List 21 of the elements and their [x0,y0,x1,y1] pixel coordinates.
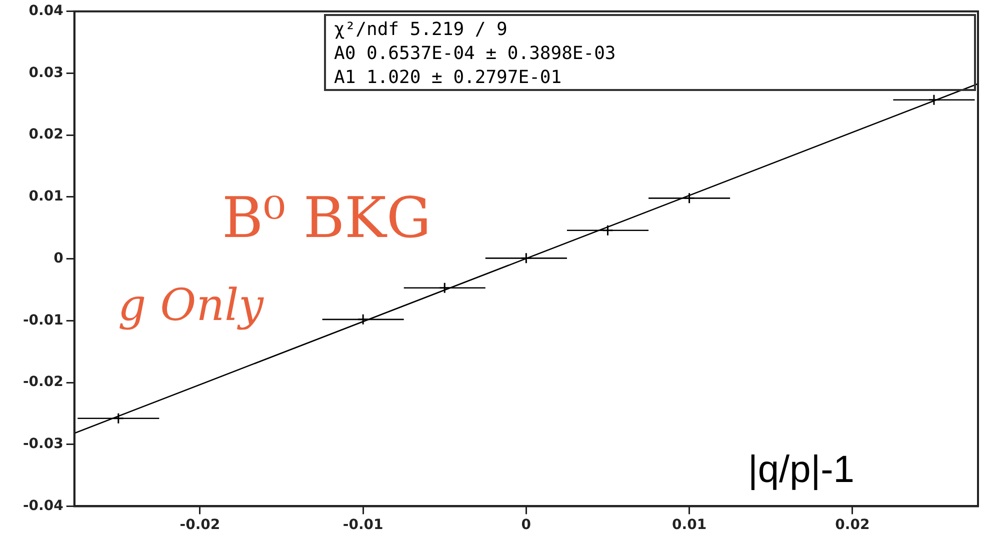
point [357,314,369,326]
y-tick-label: 0 [54,250,64,266]
annotation: |q/p|-1 [748,449,854,492]
y-tick-label: -0.04 [22,498,64,514]
y-tick-label: 0.03 [28,64,64,81]
annotation: B⁰ BKG [222,186,432,251]
x-tick-label: -0.02 [180,517,220,534]
annotation: g Only [118,280,264,331]
x-tick-label: 0.01 [672,517,707,534]
y-tick-label: -0.02 [22,374,64,390]
x-tick-label: -0.01 [342,517,384,534]
y-tick-label: 0.01 [28,188,64,205]
y-tick-label: 0.02 [28,126,64,143]
y-tick-label: 0.04 [28,3,64,20]
y-tick-label: -0.03 [22,436,64,452]
annotation: A1 1.020 ± 0.2797E-01 [334,66,563,90]
x-tick-label: 0.02 [835,517,870,534]
annotation: χ²/ndf 5.219 / 9 [334,18,508,42]
y-tick-label: -0.01 [22,312,64,328]
annotation: A0 0.6537E-04 ± 0.3898E-03 [334,42,617,66]
x-tick-label: 0 [521,517,532,534]
